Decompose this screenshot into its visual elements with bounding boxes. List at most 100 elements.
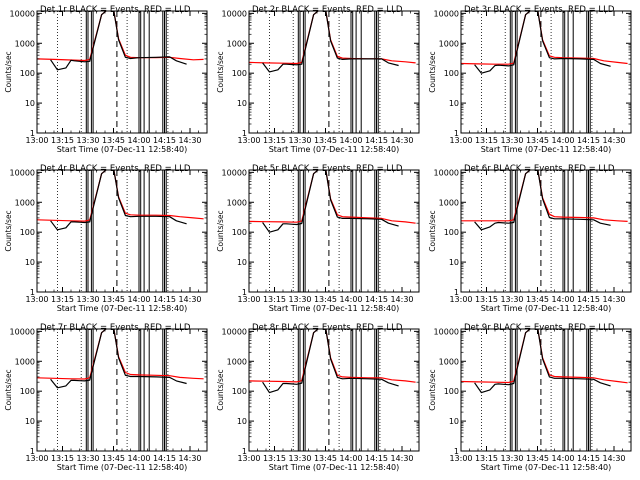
x-tick-label: 13:45 (102, 295, 125, 304)
y-axis-label: Counts/sec (4, 369, 13, 410)
y-axis-label: Counts/sec (216, 210, 225, 251)
x-tick-label: 14:15 (365, 454, 388, 463)
x-tick-label: 14:15 (577, 136, 600, 145)
marker-lines (268, 11, 381, 133)
y-tick-label: 10000 (222, 168, 247, 177)
panel-title: Det 4r BLACK = Events, RED = LLD (40, 164, 191, 174)
panel-title: Det 1r BLACK = Events, RED = LLD (40, 5, 191, 15)
x-axis-label: Start Time (07-Dec-11 12:58:40) (481, 145, 612, 154)
y-tick-label: 100 (20, 387, 35, 396)
y-tick-label: 10000 (434, 168, 459, 177)
series-line-events (262, 329, 399, 394)
series-group (37, 329, 204, 389)
x-tick-label: 13:15 (475, 136, 498, 145)
series-line-events (474, 329, 611, 394)
x-tick-label: 13:15 (475, 454, 498, 463)
x-tick-label: 14:30 (602, 295, 625, 304)
series-line-events (262, 11, 399, 73)
panel-title: Det 5r BLACK = Events, RED = LLD (252, 164, 403, 174)
x-tick-label: 13:15 (51, 454, 74, 463)
y-tick-label: 1 (30, 129, 35, 138)
x-tick-label: 13:15 (51, 136, 74, 145)
y-tick-label: 1000 (439, 39, 459, 48)
x-tick-label: 14:00 (339, 136, 362, 145)
y-tick-label: 100 (444, 228, 459, 237)
y-tick-label: 10 (237, 258, 247, 267)
y-tick-label: 1000 (227, 198, 247, 207)
x-axis-label: Start Time (07-Dec-11 12:58:40) (481, 304, 612, 313)
y-tick-label: 10 (449, 417, 459, 426)
x-tick-label: 13:00 (25, 295, 48, 304)
x-tick-label: 14:00 (551, 295, 574, 304)
y-tick-label: 1 (454, 447, 459, 456)
y-tick-label: 1000 (227, 39, 247, 48)
x-tick-label: 13:15 (263, 295, 286, 304)
x-tick-label: 14:00 (339, 295, 362, 304)
y-tick-label: 1000 (227, 357, 247, 366)
x-tick-label: 13:30 (76, 136, 99, 145)
y-tick-label: 1 (30, 288, 35, 297)
y-tick-label: 100 (232, 228, 247, 237)
y-tick-label: 10 (449, 99, 459, 108)
y-tick-label: 10 (25, 258, 35, 267)
series-line-events (474, 170, 611, 231)
x-tick-label: 14:30 (178, 136, 201, 145)
x-tick-label: 13:30 (76, 295, 99, 304)
x-tick-label: 13:30 (288, 295, 311, 304)
x-tick-label: 13:00 (25, 454, 48, 463)
x-tick-label: 14:00 (339, 454, 362, 463)
panel-title: Det 2r BLACK = Events, RED = LLD (252, 5, 403, 15)
x-tick-label: 13:00 (237, 295, 260, 304)
x-tick-label: 13:45 (314, 454, 337, 463)
y-tick-label: 10000 (222, 9, 247, 18)
y-axis-label: Counts/sec (216, 51, 225, 92)
y-axis-label: Counts/sec (428, 210, 437, 251)
y-tick-label: 10 (237, 99, 247, 108)
panel-title: Det 3r BLACK = Events, RED = LLD (464, 5, 615, 15)
y-tick-label: 100 (444, 387, 459, 396)
y-tick-label: 10 (25, 99, 35, 108)
x-tick-label: 14:15 (153, 295, 176, 304)
panel-6: 1 10 100 1000 10000 13:00 13:15 13:30 13:45 14:00… (428, 164, 632, 313)
series-group (461, 11, 628, 74)
y-tick-label: 1 (242, 447, 247, 456)
x-axis-label: Start Time (07-Dec-11 12:58:40) (57, 145, 188, 154)
x-tick-label: 14:15 (153, 454, 176, 463)
x-tick-label: 14:15 (365, 136, 388, 145)
marker-lines (480, 11, 593, 133)
x-tick-label: 13:30 (500, 295, 523, 304)
y-tick-label: 100 (232, 69, 247, 78)
x-tick-label: 14:00 (551, 136, 574, 145)
y-tick-label: 10 (25, 417, 35, 426)
x-tick-label: 13:30 (500, 136, 523, 145)
series-line-events (474, 11, 611, 74)
x-tick-label: 13:30 (500, 454, 523, 463)
x-tick-label: 13:00 (449, 454, 472, 463)
x-tick-label: 13:15 (263, 136, 286, 145)
x-tick-label: 13:45 (314, 295, 337, 304)
marker-lines (57, 170, 169, 292)
x-tick-label: 13:15 (475, 295, 498, 304)
panel-title: Det 9r BLACK = Events, RED = LLD (464, 323, 615, 333)
panel-title: Det 7r BLACK = Events, RED = LLD (40, 323, 191, 333)
x-tick-label: 13:45 (526, 136, 549, 145)
x-tick-label: 14:15 (577, 295, 600, 304)
x-axis-label: Start Time (07-Dec-11 12:58:40) (57, 463, 188, 472)
y-tick-label: 1 (242, 288, 247, 297)
y-tick-label: 1 (30, 447, 35, 456)
x-axis-label: Start Time (07-Dec-11 12:58:40) (481, 463, 612, 472)
y-tick-label: 1 (242, 129, 247, 138)
x-tick-label: 14:00 (127, 454, 150, 463)
x-tick-label: 13:45 (102, 136, 125, 145)
x-tick-label: 13:45 (314, 136, 337, 145)
x-tick-label: 13:00 (25, 136, 48, 145)
y-tick-label: 1 (454, 288, 459, 297)
y-tick-label: 1000 (439, 357, 459, 366)
series-group (461, 170, 628, 231)
x-tick-label: 14:00 (127, 136, 150, 145)
x-tick-label: 13:30 (288, 136, 311, 145)
y-axis-label: Counts/sec (216, 369, 225, 410)
y-tick-label: 10000 (434, 9, 459, 18)
